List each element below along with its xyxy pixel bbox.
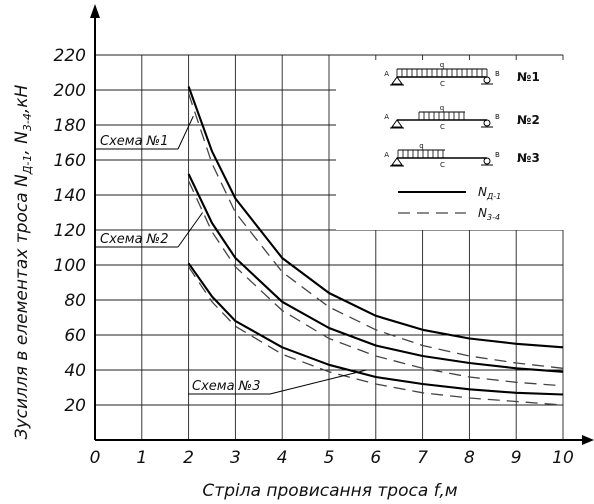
legend-line-label: NД-1 xyxy=(478,185,501,201)
legend-line-1: NД-1 xyxy=(398,185,501,201)
node-b-label: B xyxy=(495,151,500,159)
node-a-label: A xyxy=(384,113,389,121)
y-tick-label: 100 xyxy=(54,256,86,276)
x-tick-label: 5 xyxy=(324,448,335,468)
x-tick-label: 9 xyxy=(511,448,522,468)
schema-annotation-leader xyxy=(269,369,367,395)
legend: A B Cq №1 A B Cq №2 A B Cq №3 NД-1 N3-4 xyxy=(336,60,580,230)
schema-annotation-label: Схема №1 xyxy=(100,134,168,149)
series-line-6 xyxy=(188,266,564,406)
schema-annotation-label: Схема №3 xyxy=(192,379,260,394)
node-a-label: A xyxy=(384,70,389,78)
x-tick-label: 4 xyxy=(277,448,288,468)
load-q-label: q xyxy=(440,104,444,112)
legend-line-2: N3-4 xyxy=(398,206,500,222)
legend-line-label: N3-4 xyxy=(478,206,500,222)
node-c-label: C xyxy=(440,161,445,169)
y-axis-title-sep: , N xyxy=(12,131,32,155)
load-q-label: q xyxy=(419,142,423,150)
y-tick-labels: 20 40 60 80 100 120 140 160 180 200 220 xyxy=(54,46,86,416)
x-tick-labels: 0 1 2 3 4 5 6 7 8 9 10 xyxy=(90,448,574,468)
y-tick-label: 80 xyxy=(64,291,86,311)
series-line-1 xyxy=(187,86,564,349)
y-axis-title-sub1: Д-1 xyxy=(21,155,34,176)
node-a-label: A xyxy=(384,151,389,159)
y-axis-title-unit: ,кН xyxy=(12,84,32,113)
y-tick-label: 60 xyxy=(64,326,86,346)
support-b-icon xyxy=(483,119,491,127)
y-tick-label: 140 xyxy=(54,186,86,206)
legend-scheme-number: №1 xyxy=(517,70,540,84)
support-a-icon xyxy=(391,119,403,128)
x-tick-label: 3 xyxy=(230,448,241,468)
y-axis-title-sub2: 3-4 xyxy=(21,113,34,131)
x-tick-label: 2 xyxy=(183,448,194,468)
series-lines xyxy=(187,86,564,406)
load-q-label: q xyxy=(440,61,444,69)
node-c-label: C xyxy=(440,123,445,131)
node-c-label: C xyxy=(440,80,445,88)
legend-background xyxy=(336,60,580,230)
legend-scheme-number: №3 xyxy=(517,151,540,165)
node-b-label: B xyxy=(495,113,500,121)
x-tick-label: 7 xyxy=(417,448,428,468)
node-b-label: B xyxy=(495,70,500,78)
x-tick-label: 8 xyxy=(464,448,475,468)
y-tick-label: 180 xyxy=(54,116,86,136)
series-line-3 xyxy=(187,173,564,373)
y-axis-title: Зусилля в елементах троса NД-1, N3-4,кН xyxy=(12,84,34,439)
legend-scheme-3: A B Cq №3 xyxy=(384,142,540,169)
grid xyxy=(95,54,564,440)
schema-annotation-2: Схема №2 xyxy=(96,212,204,248)
legend-schemes: A B Cq №1 A B Cq №2 A B Cq №3 xyxy=(384,61,540,169)
schema-annotation-leader xyxy=(177,212,204,248)
axes xyxy=(90,4,594,445)
y-axis-arrow xyxy=(90,4,100,18)
legend-lines: NД-1 N3-4 xyxy=(398,185,501,222)
legend-scheme-number: №2 xyxy=(517,113,540,127)
support-a-icon xyxy=(391,76,403,85)
series-line-5 xyxy=(187,262,564,396)
y-tick-label: 200 xyxy=(54,81,86,101)
y-tick-label: 120 xyxy=(54,221,86,241)
schema-annotations: Схема №1 Схема №2 Схема №3 xyxy=(96,116,367,395)
y-tick-label: 20 xyxy=(64,396,86,416)
legend-scheme-1: A B Cq №1 xyxy=(384,61,540,88)
schema-annotation-1: Схема №1 xyxy=(96,116,194,150)
legend-scheme-2: A B Cq №2 xyxy=(384,104,540,131)
schema-annotation-label: Схема №2 xyxy=(100,232,168,247)
x-tick-label: 0 xyxy=(90,448,101,468)
y-axis-title-main: Зусилля в елементах троса N xyxy=(12,174,32,439)
series-line-4 xyxy=(188,180,564,387)
x-axis-arrow xyxy=(582,435,594,445)
schema-annotation-3: Схема №3 xyxy=(188,369,367,395)
y-tick-label: 220 xyxy=(54,46,86,66)
series-line-2 xyxy=(187,93,564,369)
y-tick-label: 40 xyxy=(64,361,86,381)
x-tick-label: 1 xyxy=(136,448,147,468)
x-axis-title: Стріла провисання троса f,м xyxy=(202,481,457,501)
x-tick-label: 6 xyxy=(370,448,381,468)
x-tick-label: 10 xyxy=(552,448,574,468)
y-tick-label: 160 xyxy=(54,151,86,171)
schema-annotation-leader xyxy=(177,116,194,150)
support-b-icon xyxy=(483,157,491,165)
support-a-icon xyxy=(391,157,403,166)
